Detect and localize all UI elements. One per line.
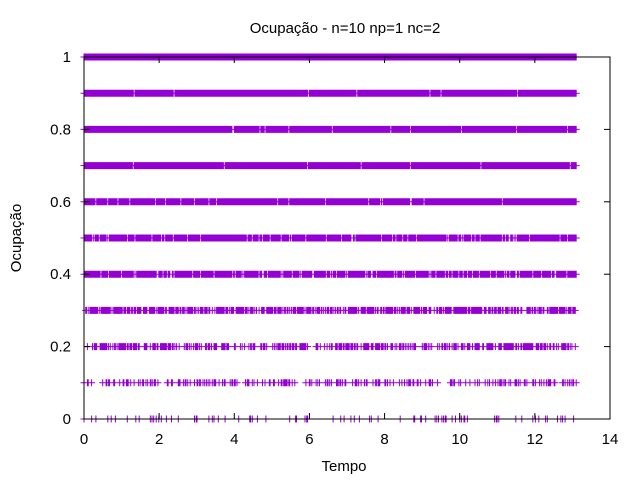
y-tick-label: 0.8 [50, 121, 71, 138]
chart-title: Ocupação - n=10 np=1 nc=2 [250, 20, 441, 37]
series-level-0.5 [80, 234, 580, 242]
data-point-markers [82, 306, 579, 314]
series-level-0.2 [83, 343, 579, 351]
x-tick-label: 14 [602, 431, 619, 448]
y-tick-label: 1 [63, 49, 71, 66]
plot-frame [83, 56, 611, 420]
series-level-0.3 [82, 306, 579, 314]
x-tick-label: 2 [155, 431, 163, 448]
series-level-0.8 [80, 125, 580, 133]
x-tick-label: 8 [380, 431, 388, 448]
y-tick-label: 0.4 [50, 266, 71, 283]
x-tick-label: 0 [80, 431, 88, 448]
data-point-markers [80, 270, 580, 278]
data-point-markers [83, 343, 579, 351]
data-point-markers [80, 379, 580, 387]
x-tick-label: 4 [230, 431, 238, 448]
x-tick-label: 10 [451, 431, 468, 448]
x-axis-label: Tempo [321, 458, 366, 475]
series-level-0.4 [80, 270, 580, 278]
y-tick-label: 0 [63, 411, 71, 428]
series-level-0.6 [80, 198, 580, 206]
data-point-markers [80, 162, 580, 170]
y-tick-label: 0.6 [50, 194, 71, 211]
data-points [80, 53, 580, 423]
x-tick-label: 6 [305, 431, 313, 448]
data-point-markers [80, 89, 580, 97]
y-axis-label: Ocupação [8, 204, 25, 272]
series-level-0.7 [80, 162, 580, 170]
series-level-0.1 [80, 379, 580, 387]
data-point-markers [80, 234, 580, 242]
y-tick-label: 0.2 [50, 339, 71, 356]
x-tick-label: 12 [527, 431, 544, 448]
y-axis: 0 0.2 0.4 0.6 0.8 1 [50, 49, 610, 428]
x-axis: 0 2 4 6 8 10 12 14 [80, 57, 619, 448]
data-point-markers [80, 125, 580, 133]
data-point-markers [80, 198, 580, 206]
series-level-0.9 [80, 89, 580, 97]
